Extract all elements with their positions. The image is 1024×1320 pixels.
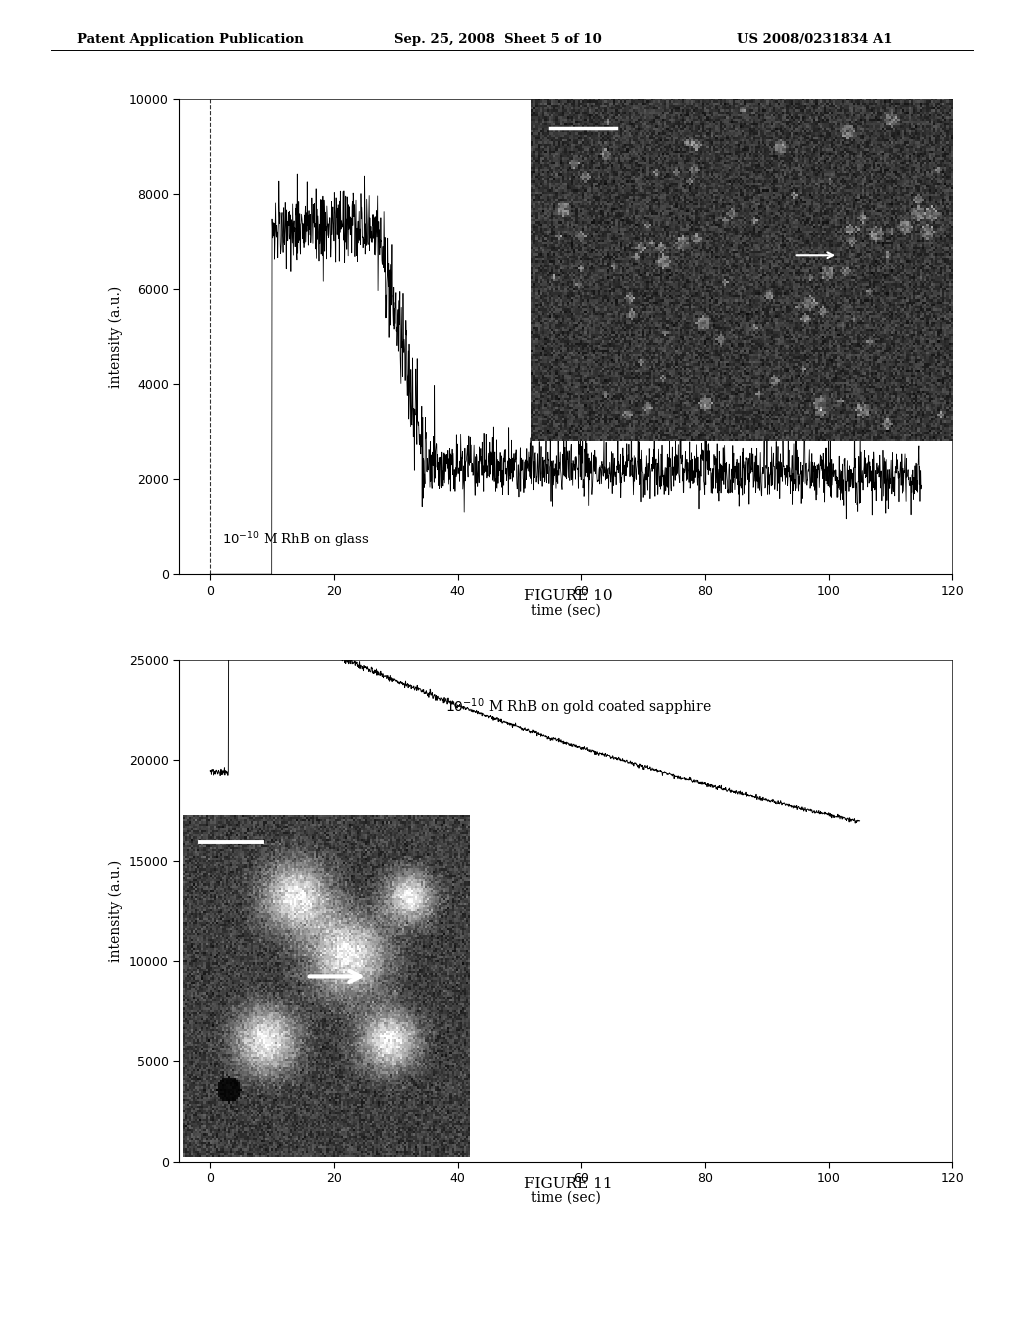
Text: Sep. 25, 2008  Sheet 5 of 10: Sep. 25, 2008 Sheet 5 of 10 <box>394 33 602 46</box>
Text: FIGURE 11: FIGURE 11 <box>524 1177 612 1192</box>
Y-axis label: intensity (a.u.): intensity (a.u.) <box>109 859 123 962</box>
X-axis label: time (sec): time (sec) <box>530 1191 601 1205</box>
Text: Patent Application Publication: Patent Application Publication <box>77 33 303 46</box>
Text: $10^{-10}$ M RhB on glass: $10^{-10}$ M RhB on glass <box>222 531 370 550</box>
Text: FIGURE 10: FIGURE 10 <box>524 589 612 603</box>
Text: $10^{-10}$ M RhB on gold coated sapphire: $10^{-10}$ M RhB on gold coated sapphire <box>445 696 712 718</box>
Y-axis label: intensity (a.u.): intensity (a.u.) <box>109 285 123 388</box>
Text: US 2008/0231834 A1: US 2008/0231834 A1 <box>737 33 893 46</box>
X-axis label: time (sec): time (sec) <box>530 603 601 618</box>
